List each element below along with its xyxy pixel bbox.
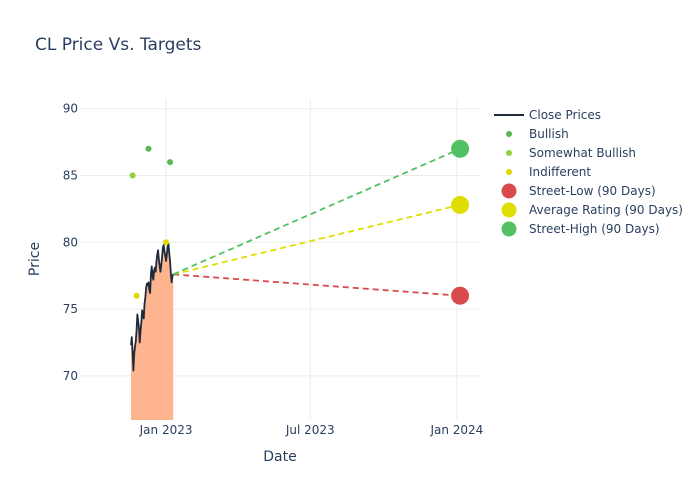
- legend-swatch: [501, 221, 517, 237]
- legend: Close Prices Bullish Somewhat Bullish Indif…: [494, 108, 683, 237]
- y-tick-label: 80: [63, 235, 78, 249]
- x-axis-title: Date: [263, 449, 296, 465]
- legend-label: Somewhat Bullish: [529, 146, 636, 160]
- close-price-fill: [131, 243, 174, 420]
- rating-point: [167, 159, 174, 166]
- target-line: [173, 273, 461, 297]
- x-tick-label: Jan 2024: [429, 423, 483, 437]
- legend-swatch: [506, 150, 512, 156]
- legend-label: Average Rating (90 Days): [529, 203, 683, 217]
- x-axis-ticks: Jan 2023 Jul 2023 Jan 2024: [139, 423, 484, 437]
- y-tick-label: 90: [63, 102, 78, 116]
- legend-label: Indifferent: [529, 165, 591, 179]
- close-price-area: [131, 243, 174, 420]
- close-price-line-group: [130, 242, 175, 372]
- legend-swatch: [506, 169, 512, 175]
- rating-point: [145, 145, 152, 152]
- target-endpoint: [451, 139, 470, 158]
- close-price-line: [130, 242, 175, 372]
- rating-point: [133, 292, 140, 299]
- legend-swatch: [501, 183, 517, 199]
- target-line: [173, 204, 461, 276]
- x-tick-label: Jul 2023: [285, 423, 335, 437]
- legend-label: Street-High (90 Days): [529, 222, 660, 236]
- target-line: [172, 147, 461, 276]
- chart-title: CL Price Vs. Targets: [35, 35, 202, 55]
- legend-label: Street-Low (90 Days): [529, 184, 656, 198]
- target-endpoints: [451, 139, 470, 305]
- y-axis-ticks: 70 75 80 85 90: [63, 102, 78, 383]
- y-tick-label: 75: [63, 302, 78, 316]
- legend-swatch: [506, 131, 512, 137]
- target-lines: [172, 147, 461, 297]
- x-tick-label: Jan 2023: [139, 423, 193, 437]
- legend-swatch: [501, 202, 517, 218]
- y-tick-label: 85: [63, 168, 78, 182]
- y-axis-title: Price: [27, 242, 43, 276]
- rating-point: [163, 239, 170, 246]
- target-endpoint: [451, 195, 470, 214]
- legend-label: Close Prices: [529, 108, 601, 122]
- legend-label: Bullish: [529, 127, 569, 141]
- rating-point: [129, 172, 136, 179]
- y-tick-label: 70: [63, 369, 78, 383]
- target-endpoint: [451, 286, 470, 305]
- rating-points: [129, 145, 174, 299]
